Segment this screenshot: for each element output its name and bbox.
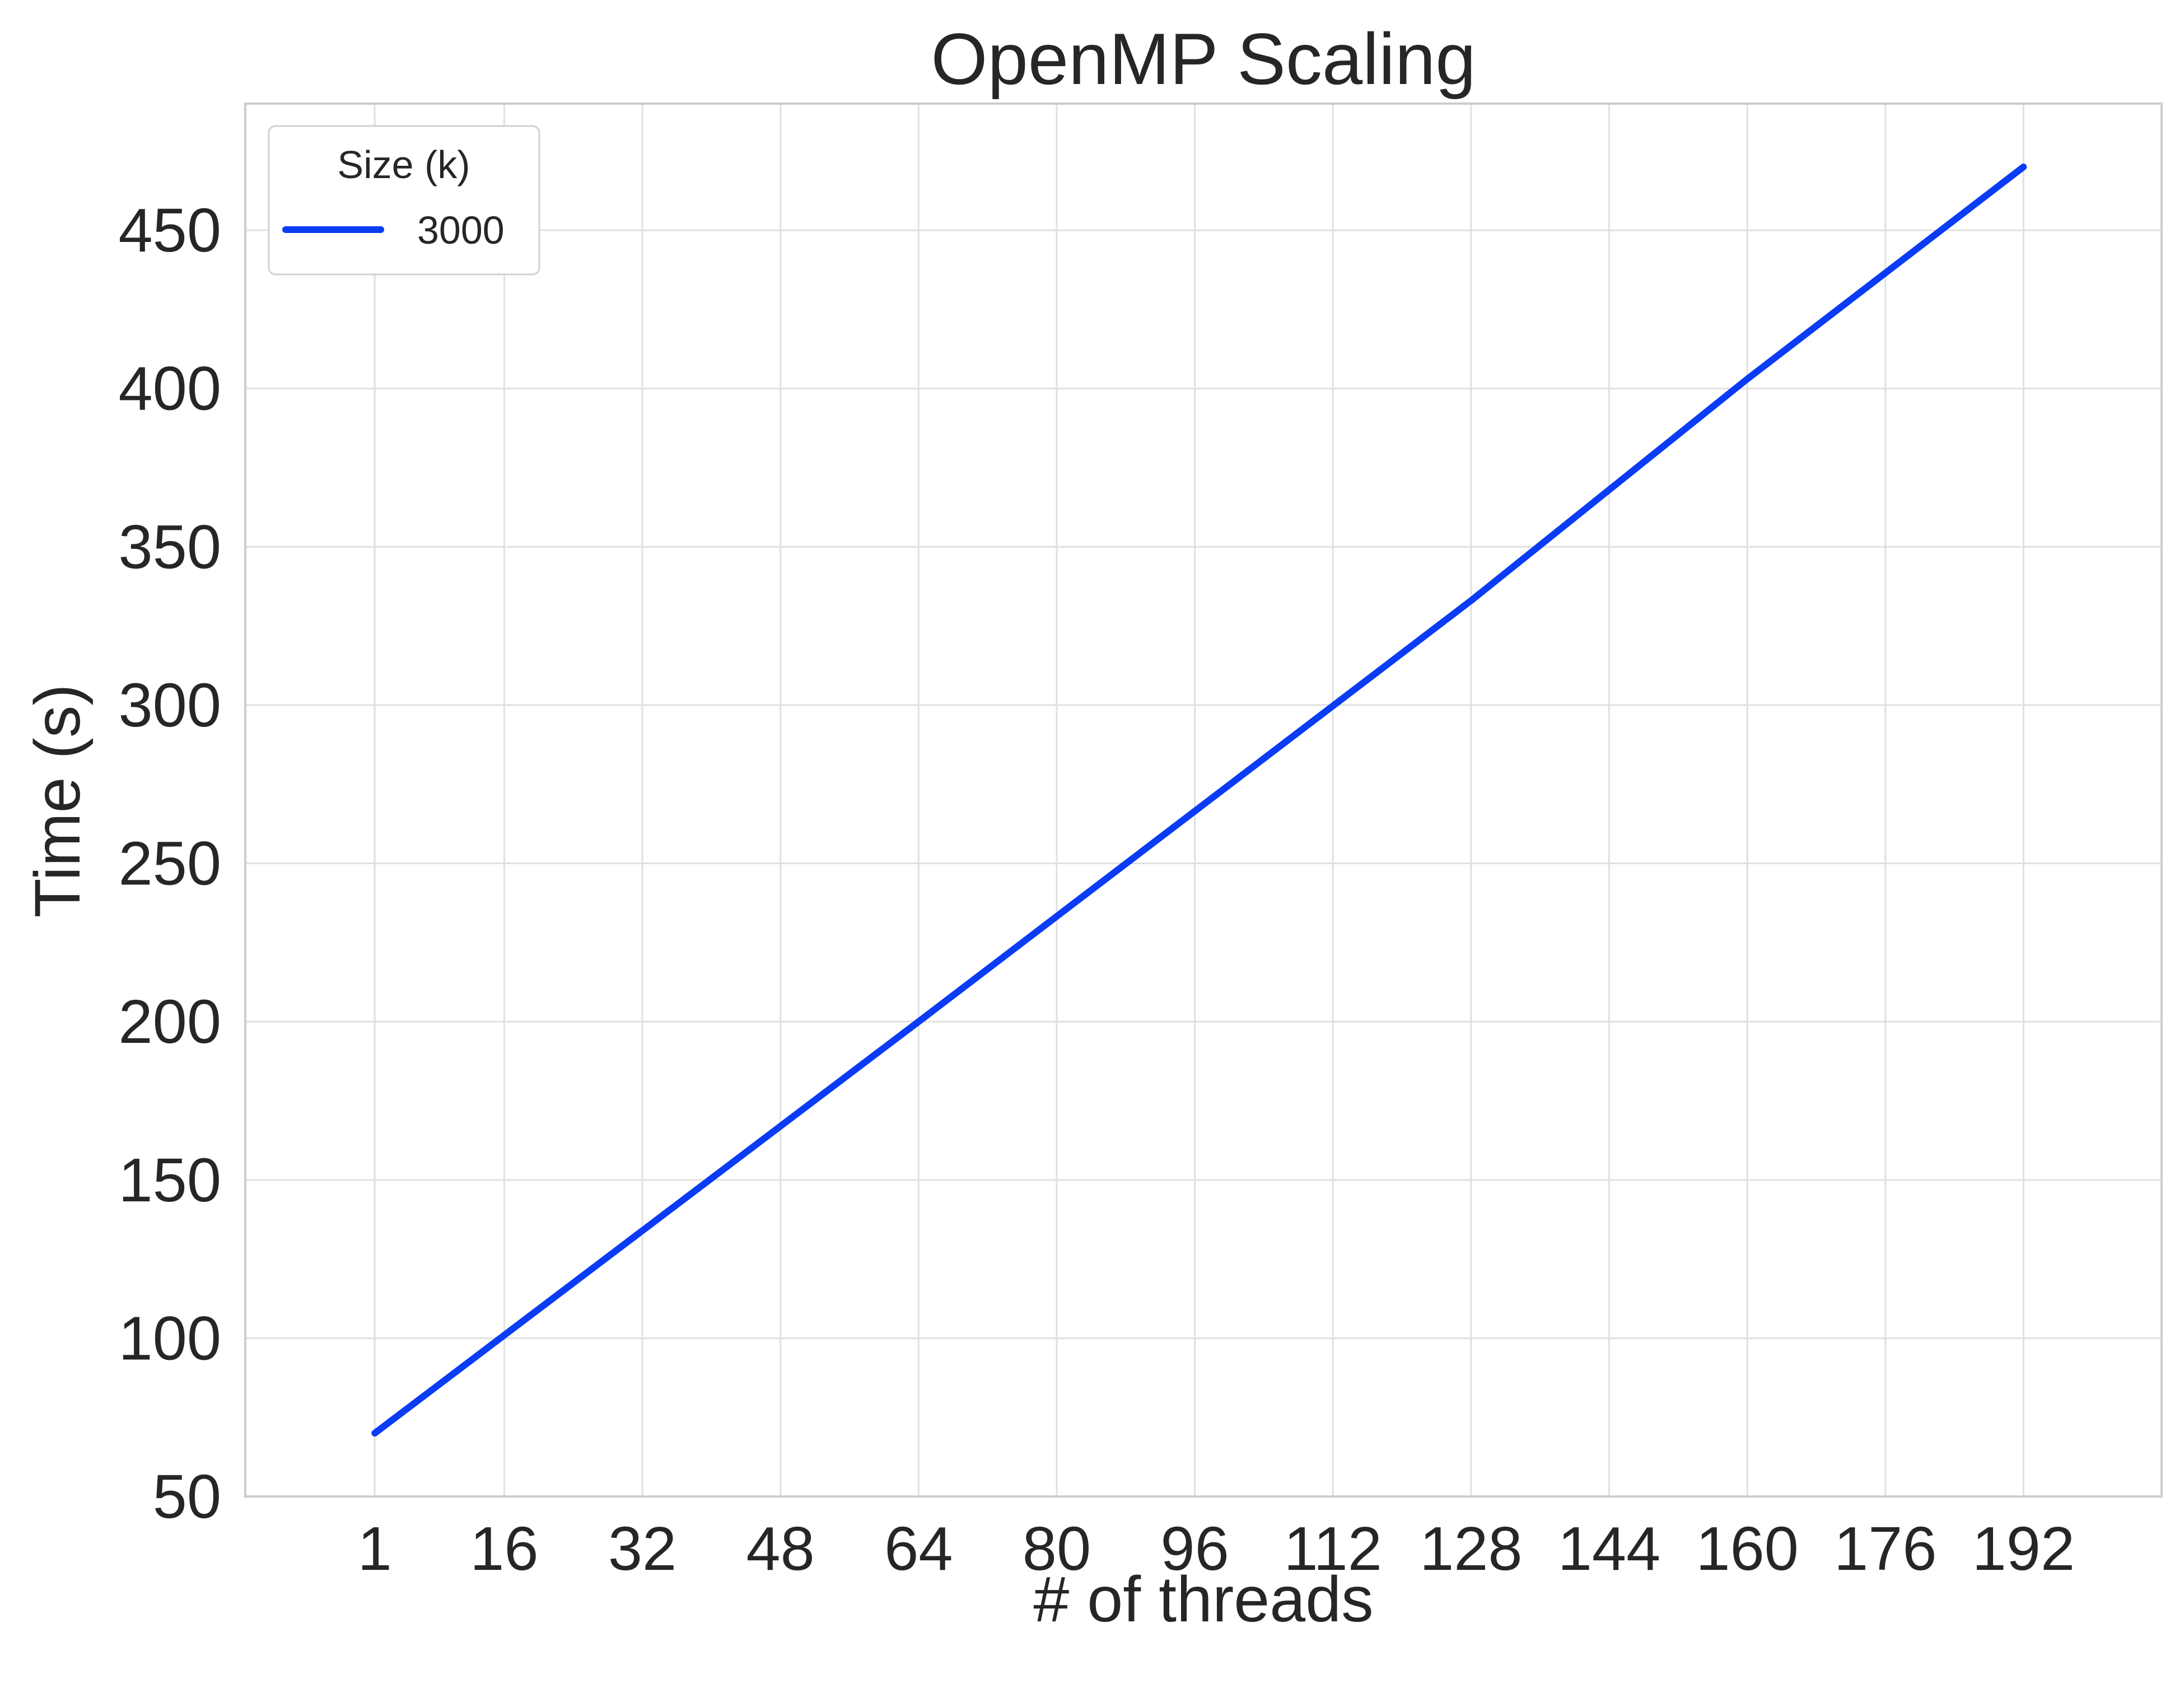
chart-title: OpenMP Scaling (931, 18, 1476, 100)
legend: Size (k) 3000 (268, 125, 540, 276)
grid (245, 104, 2162, 1498)
x-tick-label: 1 (358, 1514, 392, 1583)
y-tick-label: 100 (118, 1304, 221, 1373)
y-tick-label: 450 (118, 196, 221, 265)
series-line-3000 (371, 164, 2027, 1437)
x-tick-label: 160 (1696, 1514, 1799, 1583)
x-tick-label: 64 (884, 1514, 953, 1583)
x-tick-label: 96 (1160, 1514, 1229, 1583)
y-tick-label: 250 (118, 829, 221, 898)
x-axis-label: # of threads (1033, 1564, 1373, 1635)
x-tick-label: 144 (1558, 1514, 1661, 1583)
x-tick-label: 128 (1420, 1514, 1523, 1583)
x-tick-label: 112 (1284, 1514, 1382, 1583)
legend-box (268, 125, 540, 276)
x-tick-label: 32 (608, 1514, 676, 1583)
x-tick-label: 192 (1972, 1514, 2075, 1583)
y-tick-label: 150 (118, 1146, 221, 1215)
y-tick-label: 200 (118, 987, 221, 1056)
x-tick-label: 176 (1834, 1514, 1937, 1583)
y-tick-label: 350 (118, 512, 221, 581)
x-tick-label: 48 (746, 1514, 815, 1583)
y-tick-label: 50 (153, 1462, 221, 1531)
y-tick-label: 300 (118, 671, 221, 740)
y-axis-label: Time (s) (22, 684, 94, 917)
y-tick-label: 400 (118, 355, 221, 423)
x-tick-label: 16 (470, 1514, 538, 1583)
series-layer (371, 164, 2027, 1437)
legend-title: Size (k) (337, 143, 470, 187)
plot-frame (244, 102, 2163, 1498)
x-tick-label: 80 (1023, 1514, 1091, 1583)
x-tick-labels: 1 16 32 48 64 80 96 112 128 144 160 176 192 (358, 1514, 2075, 1583)
legend-label: 3000 (417, 208, 505, 252)
y-tick-labels: 50 100 150 200 250 300 350 400 450 (118, 196, 221, 1531)
